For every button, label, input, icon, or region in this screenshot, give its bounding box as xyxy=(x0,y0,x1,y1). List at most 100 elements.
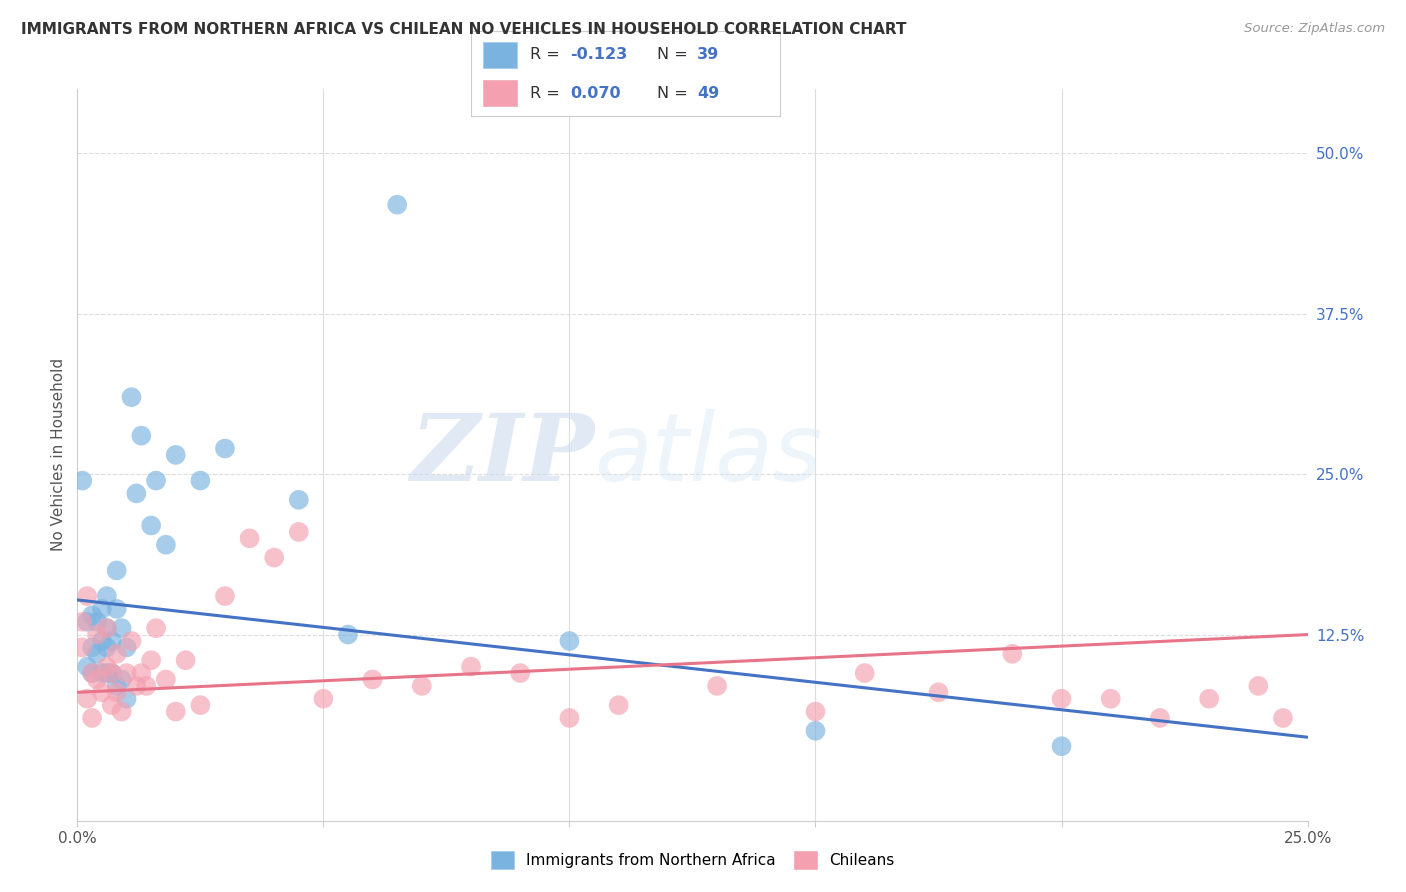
Point xyxy=(105,685,128,699)
Point xyxy=(165,705,187,719)
Point xyxy=(1050,691,1073,706)
Point xyxy=(105,602,128,616)
Point xyxy=(411,679,433,693)
FancyBboxPatch shape xyxy=(484,42,517,68)
Point xyxy=(1001,647,1024,661)
Point xyxy=(90,685,114,699)
Point xyxy=(928,685,950,699)
Point xyxy=(129,428,153,442)
Point xyxy=(76,589,98,603)
Point xyxy=(804,705,827,719)
Point xyxy=(607,698,630,713)
Point xyxy=(82,711,104,725)
Point xyxy=(155,673,177,687)
Text: N =: N = xyxy=(657,86,693,101)
Text: 49: 49 xyxy=(697,86,718,101)
Point xyxy=(96,666,118,681)
Point xyxy=(804,723,827,738)
Point xyxy=(96,589,118,603)
Point xyxy=(1247,679,1270,693)
Point xyxy=(111,621,132,635)
Point xyxy=(101,698,124,713)
Point xyxy=(460,659,482,673)
Point xyxy=(312,691,335,706)
Point xyxy=(115,666,138,681)
Point xyxy=(96,621,118,635)
Point xyxy=(558,634,581,648)
Text: ZIP: ZIP xyxy=(409,410,595,500)
Point xyxy=(385,197,409,211)
Text: -0.123: -0.123 xyxy=(569,47,627,62)
Point xyxy=(121,390,143,404)
Point xyxy=(1149,711,1171,725)
Point xyxy=(101,666,124,681)
Point xyxy=(115,640,138,655)
Point xyxy=(853,666,876,681)
Point xyxy=(125,486,148,500)
FancyBboxPatch shape xyxy=(484,80,517,106)
Point xyxy=(141,518,163,533)
Point xyxy=(96,621,118,635)
Point xyxy=(174,653,197,667)
Y-axis label: No Vehicles in Household: No Vehicles in Household xyxy=(51,359,66,551)
Point xyxy=(82,666,104,681)
Point xyxy=(70,474,93,488)
Text: R =: R = xyxy=(530,47,565,62)
Text: atlas: atlas xyxy=(595,409,823,500)
Point xyxy=(239,532,262,546)
Legend: Immigrants from Northern Africa, Chileans: Immigrants from Northern Africa, Chilean… xyxy=(485,846,900,875)
Point xyxy=(76,691,98,706)
Point xyxy=(125,679,148,693)
Point xyxy=(1050,739,1073,754)
Point xyxy=(96,640,118,655)
Point xyxy=(82,640,104,655)
Point xyxy=(86,647,108,661)
Point xyxy=(86,673,108,687)
Point xyxy=(70,615,93,629)
Point xyxy=(141,653,163,667)
Point xyxy=(145,621,167,635)
Point xyxy=(1099,691,1122,706)
Point xyxy=(155,538,177,552)
Point xyxy=(96,659,118,673)
Text: 0.070: 0.070 xyxy=(569,86,620,101)
Point xyxy=(129,666,153,681)
Point xyxy=(82,666,104,681)
Point xyxy=(111,705,132,719)
Point xyxy=(82,608,104,623)
Point xyxy=(214,589,236,603)
Point xyxy=(76,615,98,629)
Text: N =: N = xyxy=(657,47,693,62)
Text: R =: R = xyxy=(530,86,565,101)
Point xyxy=(70,640,93,655)
Point xyxy=(145,474,167,488)
Point xyxy=(105,679,128,693)
Point xyxy=(214,442,236,456)
Point xyxy=(90,602,114,616)
Point xyxy=(337,627,360,641)
Point xyxy=(509,666,531,681)
Point xyxy=(121,634,143,648)
Point xyxy=(101,634,124,648)
Point xyxy=(101,666,124,681)
Text: Source: ZipAtlas.com: Source: ZipAtlas.com xyxy=(1244,22,1385,36)
Point xyxy=(558,711,581,725)
Point xyxy=(288,524,311,539)
Point xyxy=(90,666,114,681)
Point xyxy=(105,563,128,577)
Text: IMMIGRANTS FROM NORTHERN AFRICA VS CHILEAN NO VEHICLES IN HOUSEHOLD CORRELATION : IMMIGRANTS FROM NORTHERN AFRICA VS CHILE… xyxy=(21,22,907,37)
Point xyxy=(288,492,311,507)
Point xyxy=(86,627,108,641)
Point xyxy=(76,659,98,673)
Point xyxy=(188,698,212,713)
Point xyxy=(1198,691,1220,706)
Point xyxy=(706,679,728,693)
Point xyxy=(111,673,132,687)
Point xyxy=(1272,711,1295,725)
Point xyxy=(115,691,138,706)
Point xyxy=(263,550,285,565)
Point xyxy=(135,679,157,693)
Text: 39: 39 xyxy=(697,47,718,62)
Point xyxy=(188,474,212,488)
Point xyxy=(86,615,108,629)
